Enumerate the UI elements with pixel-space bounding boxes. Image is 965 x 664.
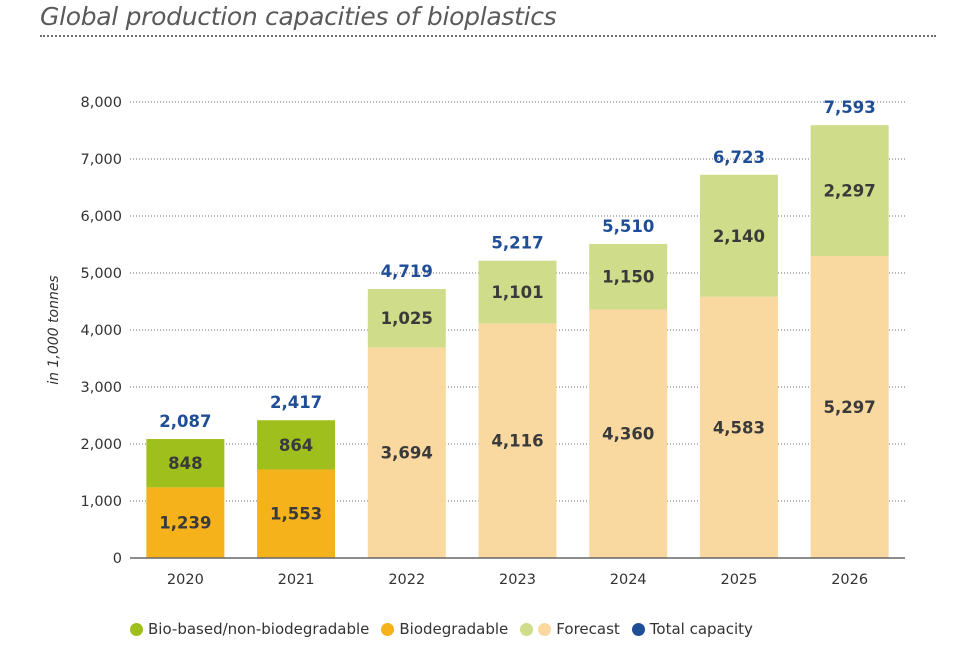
legend-label-biodegradable: Biodegradable: [399, 620, 509, 638]
x-tick-label: 2024: [610, 572, 647, 588]
x-tick-label: 2020: [167, 572, 204, 588]
bar-bio-based: [810, 125, 889, 257]
legend-item-biodegradable: Biodegradable: [381, 620, 508, 638]
data-label: 1,553: [270, 505, 322, 524]
legend-swatch-total: [631, 622, 645, 636]
bar-biodegradable: [146, 487, 225, 558]
y-tick-label: 0: [113, 551, 122, 567]
legend-label-bio-based: Bio-based/non-biodegradable: [148, 620, 370, 638]
x-tick-label: 2021: [278, 572, 315, 588]
bar-bio-based: [367, 289, 446, 348]
legend-swatch-forecast-bio-based: [520, 622, 534, 636]
data-label: 1,025: [381, 309, 433, 328]
data-label: 848: [168, 454, 202, 473]
y-tick-label: 1,000: [80, 494, 122, 510]
total-label: 4,719: [381, 262, 433, 281]
data-label: 864: [279, 436, 313, 455]
legend-label-forecast: Forecast: [556, 620, 620, 638]
y-tick-label: 2,000: [80, 437, 122, 453]
total-label: 5,510: [602, 217, 654, 236]
bar-biodegradable: [810, 256, 889, 558]
y-tick-label: 3,000: [80, 380, 122, 396]
bar-bio-based: [699, 174, 778, 297]
bar-biodegradable: [367, 347, 446, 558]
legend-swatch-biodegradable: [381, 622, 395, 636]
y-tick-label: 7,000: [80, 152, 122, 168]
total-label: 5,217: [491, 234, 543, 253]
legend-swatch-forecast-biodegradable: [538, 622, 552, 636]
total-label: 7,593: [824, 98, 876, 117]
bar-biodegradable: [589, 309, 668, 558]
data-label: 5,297: [824, 398, 876, 417]
bar-bio-based: [146, 439, 225, 488]
data-label: 4,360: [602, 425, 654, 444]
x-tick-label: 2022: [388, 572, 425, 588]
total-label: 2,087: [159, 412, 211, 431]
y-tick-label: 6,000: [80, 209, 122, 225]
data-label: 1,101: [491, 283, 543, 302]
total-label: 2,417: [270, 393, 322, 412]
legend: Bio-based/non-biodegradable Biodegradabl…: [130, 620, 765, 638]
bar-biodegradable: [257, 469, 336, 558]
legend-swatch-bio-based: [130, 622, 143, 636]
x-tick-label: 2025: [720, 572, 757, 588]
data-label: 1,239: [159, 514, 211, 533]
data-label: 2,297: [824, 182, 876, 201]
bar-chart: 0 1,000 2,000 3,000 4,000 5,000 6,000 7,000 8,00…: [46, 95, 905, 588]
data-label: 2,140: [713, 227, 765, 246]
x-tick-label: 2023: [499, 572, 536, 588]
legend-item-forecast: Forecast: [520, 620, 620, 638]
y-tick-label: 8,000: [80, 95, 122, 111]
bar-biodegradable: [478, 323, 557, 558]
bar-bio-based: [589, 243, 668, 310]
bar-bio-based: [257, 420, 336, 470]
x-tick-label: 2026: [831, 572, 868, 588]
chart-title: Global production capacities of bioplast…: [40, 2, 557, 31]
total-label: 6,723: [713, 148, 765, 167]
y-axis-title: in 1,000 tonnes: [46, 275, 62, 384]
y-tick-label: 4,000: [80, 323, 122, 339]
bar-bio-based: [478, 260, 557, 324]
data-label: 4,116: [491, 432, 543, 451]
data-label: 1,150: [602, 268, 654, 287]
legend-label-total: Total capacity: [649, 620, 753, 638]
legend-item-total: Total capacity: [631, 620, 753, 638]
data-label: 4,583: [713, 418, 765, 437]
data-label: 3,694: [381, 444, 433, 463]
bar-biodegradable: [699, 296, 778, 558]
title-divider: [40, 35, 936, 37]
legend-item-bio-based: Bio-based/non-biodegradable: [130, 620, 369, 638]
y-tick-label: 5,000: [80, 266, 122, 282]
